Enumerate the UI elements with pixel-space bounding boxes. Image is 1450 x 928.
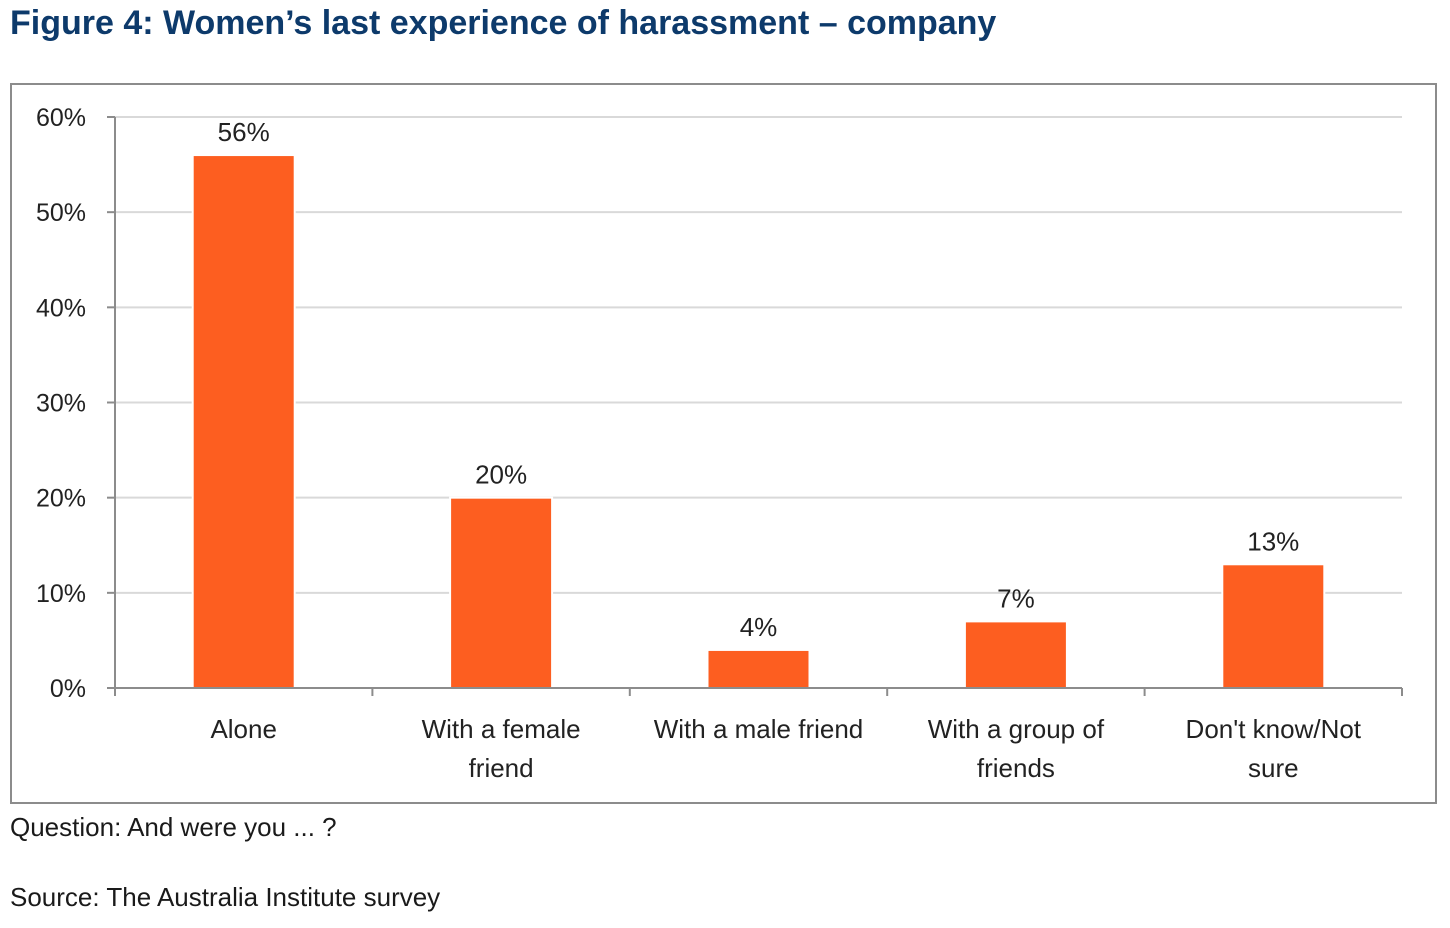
data-label: 20% — [475, 460, 527, 490]
bar — [449, 496, 554, 689]
y-tick-label: 30% — [36, 390, 86, 418]
question-note: Question: And were you ... ? — [10, 812, 337, 842]
y-tick-label: 40% — [36, 294, 86, 322]
bars — [191, 154, 1326, 690]
labels: 0% 10% 20% 30% 40% 50% 60% 56% Alone 20% With a fe… — [36, 104, 1362, 783]
category-label: Alone — [210, 714, 277, 744]
y-tick-label: 10% — [36, 580, 86, 608]
category-label: friend — [469, 753, 534, 783]
y-tick-label: 0% — [50, 675, 86, 703]
category-label: With a male friend — [654, 714, 864, 744]
bar — [191, 154, 296, 690]
data-label: 13% — [1247, 526, 1299, 556]
gridlines — [115, 116, 1402, 594]
data-label: 4% — [740, 612, 778, 642]
y-tick-label: 20% — [36, 485, 86, 513]
category-label: With a group of — [928, 714, 1105, 744]
data-label: 7% — [997, 583, 1035, 613]
y-tick-label: 50% — [36, 199, 86, 227]
figure-title: Figure 4: Women’s last experience of har… — [10, 4, 997, 42]
category-label: With a female — [422, 714, 581, 744]
bar — [1221, 563, 1326, 689]
data-label: 56% — [218, 117, 270, 147]
axes — [107, 116, 1403, 696]
bar — [706, 648, 811, 690]
category-label: friends — [977, 753, 1055, 783]
source-note: Source: The Australia Institute survey — [10, 882, 441, 912]
bar — [963, 620, 1068, 690]
y-tick-label: 60% — [36, 104, 86, 132]
category-label: sure — [1248, 753, 1299, 783]
category-label: Don't know/Not — [1186, 714, 1362, 744]
